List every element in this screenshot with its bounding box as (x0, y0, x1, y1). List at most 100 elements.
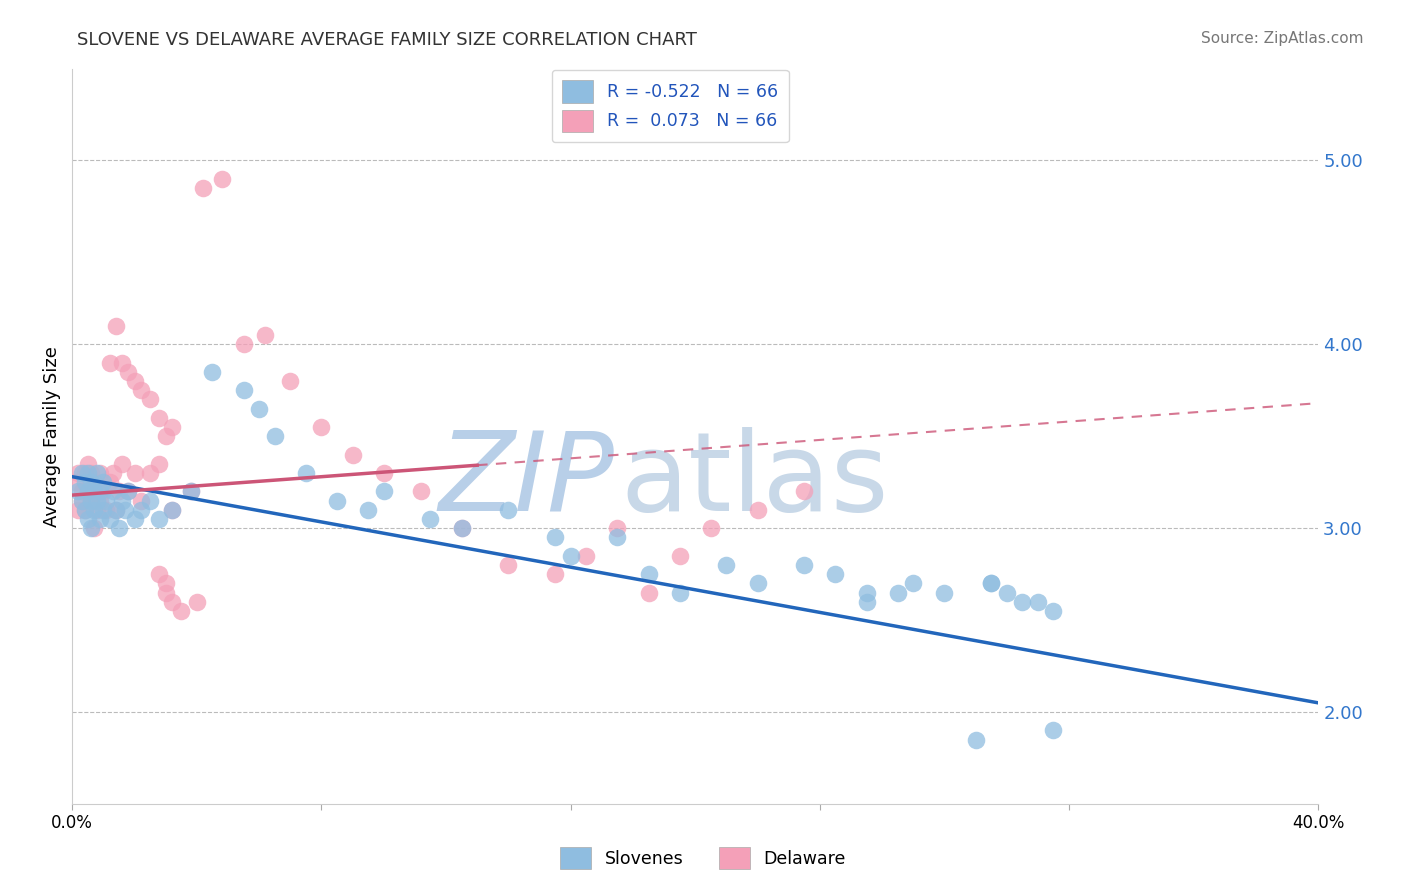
Point (139, 466, 162, 480)
Point (155, 585, 177, 599)
Point (995, 585, 1018, 599)
Point (89, 493, 111, 508)
Point (93, 475, 115, 490)
Point (186, 595, 208, 609)
Point (311, 420, 333, 434)
Point (160, 503, 183, 517)
Point (411, 484, 433, 499)
Point (76, 512, 98, 526)
Point (373, 466, 395, 480)
Point (965, 732, 987, 747)
Point (824, 567, 846, 582)
Point (191, 181, 214, 195)
Point (544, 567, 567, 582)
Point (101, 466, 124, 480)
Point (89, 512, 111, 526)
Text: SLOVENE VS DELAWARE AVERAGE FAMILY SIZE CORRELATION CHART: SLOVENE VS DELAWARE AVERAGE FAMILY SIZE … (77, 31, 697, 49)
Point (668, 585, 690, 599)
Point (148, 457, 170, 471)
Point (80, 466, 103, 480)
Point (700, 521, 723, 535)
Point (108, 484, 131, 499)
Point (76, 484, 98, 499)
Point (1011, 595, 1033, 609)
Point (124, 374, 146, 388)
Point (793, 558, 815, 572)
Point (855, 595, 877, 609)
Point (67, 503, 90, 517)
Point (80, 521, 103, 535)
Point (637, 585, 659, 599)
Point (73, 466, 96, 480)
Point (560, 549, 582, 563)
Point (373, 484, 395, 499)
Point (117, 365, 139, 379)
Point (104, 503, 127, 517)
Point (117, 484, 139, 499)
Point (139, 493, 162, 508)
Point (67, 466, 90, 480)
Point (232, 384, 254, 398)
Point (747, 503, 769, 517)
Point (80, 493, 103, 508)
Point (855, 585, 877, 599)
Point (104, 318, 127, 333)
Point (160, 420, 183, 434)
Point (76, 457, 98, 471)
Point (93, 484, 115, 499)
Y-axis label: Average Family Size: Average Family Size (44, 346, 60, 526)
Point (342, 448, 364, 462)
Point (716, 558, 738, 572)
Point (70, 466, 93, 480)
Text: Source: ZipAtlas.com: Source: ZipAtlas.com (1201, 31, 1364, 46)
Point (67, 484, 90, 499)
Point (263, 429, 285, 443)
Text: atlas: atlas (620, 427, 889, 534)
Point (637, 567, 659, 582)
Point (70, 493, 93, 508)
Point (980, 576, 1002, 591)
Point (139, 392, 162, 407)
Point (747, 576, 769, 591)
Legend: Slovenes, Delaware: Slovenes, Delaware (553, 840, 853, 876)
Point (86, 466, 108, 480)
Point (80, 493, 103, 508)
Point (232, 337, 254, 351)
Point (793, 484, 815, 499)
Point (108, 521, 131, 535)
Point (86, 503, 108, 517)
Point (254, 328, 277, 343)
Point (73, 503, 96, 517)
Point (450, 521, 472, 535)
Point (326, 493, 349, 508)
Point (606, 530, 628, 544)
Point (111, 493, 134, 508)
Point (155, 429, 177, 443)
Point (83, 503, 105, 517)
Point (96, 493, 118, 508)
Point (934, 585, 956, 599)
Point (155, 576, 177, 591)
Point (160, 595, 183, 609)
Point (170, 604, 193, 618)
Point (129, 503, 152, 517)
Point (76, 484, 98, 499)
Point (180, 484, 202, 499)
Point (887, 585, 910, 599)
Point (450, 521, 472, 535)
Point (96, 503, 118, 517)
Point (148, 410, 170, 425)
Point (575, 549, 598, 563)
Point (668, 549, 690, 563)
Point (98, 512, 121, 526)
Point (86, 484, 108, 499)
Point (148, 512, 170, 526)
Point (70, 493, 93, 508)
Point (1042, 723, 1064, 738)
Point (211, 171, 233, 186)
Point (111, 457, 134, 471)
Point (129, 493, 152, 508)
Point (160, 503, 183, 517)
Point (1042, 604, 1064, 618)
Point (117, 484, 139, 499)
